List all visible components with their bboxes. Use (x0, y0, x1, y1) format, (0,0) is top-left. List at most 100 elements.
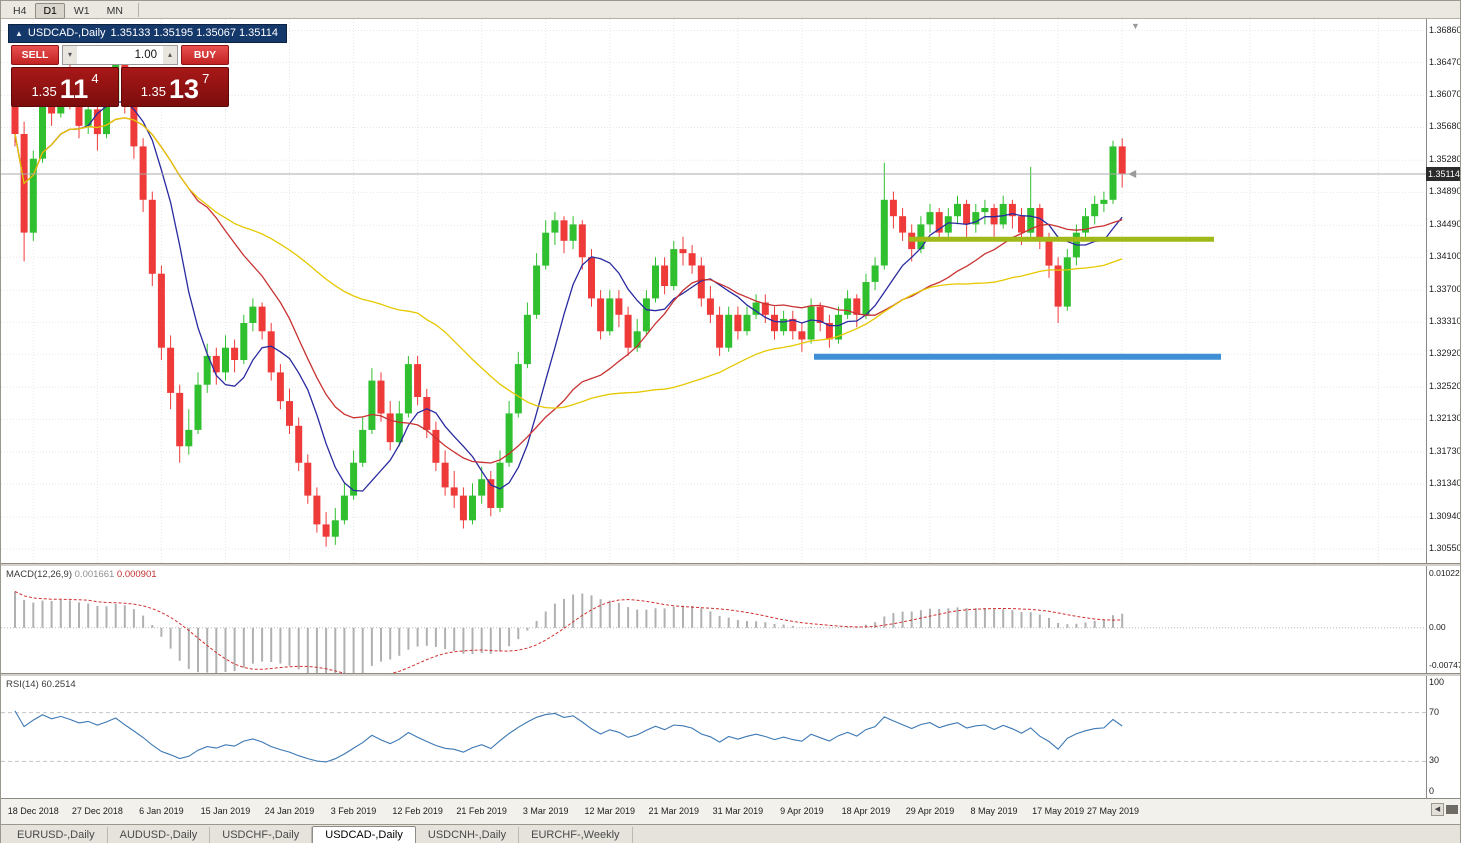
time-axis[interactable]: 18 Dec 2018 27 Dec 2018 6 Jan 2019 15 Jan 2… (1, 798, 1460, 824)
chart-title-bar[interactable]: ▲ USDCAD-,Daily 1.35133 1.35195 1.35067 … (8, 24, 287, 43)
volume-value[interactable]: 1.00 (134, 49, 157, 61)
price-axis-label: 1.33310 (1429, 316, 1460, 327)
macd-name: MACD(12,26,9) (6, 569, 72, 580)
macd-signal-value: 0.000901 (116, 569, 157, 580)
price-pointer-icon (1128, 170, 1137, 178)
date-label: 17 May 2019 (1032, 806, 1085, 816)
chart-ohlc-values: 1.35133 1.35195 1.35067 1.35114 (110, 27, 278, 39)
date-label: 27 Dec 2018 (71, 806, 123, 816)
date-label: 9 Apr 2019 (780, 806, 824, 816)
price-axis-label: 1.36070 (1429, 89, 1460, 100)
tab-usdcnh-daily[interactable]: USDCNH-,Daily (416, 827, 520, 843)
sell-price-point: 4 (91, 71, 99, 86)
macd-panel: 0.01022 0.00 -0.00747 MACD(12,26,9) 0.0016… (1, 566, 1460, 673)
price-axis-label: 1.31340 (1429, 478, 1460, 489)
price-axis-label: 1.32920 (1429, 348, 1460, 359)
date-label: 6 Jan 2019 (139, 806, 184, 816)
date-label: 3 Mar 2019 (522, 806, 569, 816)
sell-price-pips: 11 (59, 74, 89, 105)
date-label: 8 May 2019 (970, 806, 1018, 816)
price-axis[interactable]: 1.35114 1.36860 1.36470 1.36070 1.35680 1.35… (1426, 19, 1460, 563)
macd-axis-label: 0.01022 (1429, 568, 1460, 578)
toolbar-separator (137, 2, 139, 17)
one-click-trading-panel: SELL ▾ 1.00 ▴ BUY 1.35 11 4 1.35 13 7 (11, 45, 229, 107)
buy-price-quote[interactable]: 1.35 13 7 (121, 67, 229, 107)
collapse-icon[interactable]: ▲ (15, 28, 23, 38)
period-toolbar: H4 D1 W1 MN (1, 1, 1460, 19)
rsi-axis-label: 100 (1429, 677, 1445, 687)
price-axis-label: 1.36470 (1429, 56, 1460, 67)
tab-eurusd-daily[interactable]: EURUSD-,Daily (5, 827, 108, 843)
date-label: 18 Dec 2018 (7, 806, 59, 816)
date-label: 31 Mar 2019 (712, 806, 764, 816)
price-axis-label: 1.34100 (1429, 251, 1460, 262)
chart-shift-marker-icon: ▼ (1131, 21, 1140, 31)
rsi-panel: 100 70 30 0 RSI(14) 60.2514 (1, 676, 1460, 798)
date-label: 21 Mar 2019 (648, 806, 700, 816)
volume-spinner[interactable]: ▾ 1.00 ▴ (62, 45, 178, 65)
main-chart-panel: 1.35114 1.36860 1.36470 1.36070 1.35680 1.35… (1, 19, 1460, 563)
rsi-axis-label: 30 (1429, 755, 1440, 766)
price-axis-label: 1.30550 (1429, 543, 1460, 554)
price-axis-label: 1.30940 (1429, 510, 1460, 521)
price-axis-label: 1.33700 (1429, 284, 1460, 295)
rsi-label: RSI(14) 60.2514 (6, 679, 76, 690)
main-chart-plot[interactable] (1, 19, 1428, 563)
macd-value: 0.001661 (74, 569, 115, 580)
macd-plot[interactable] (1, 566, 1428, 673)
tab-usdcad-daily[interactable]: USDCAD-,Daily (312, 826, 416, 843)
volume-increase-icon[interactable]: ▴ (163, 46, 177, 64)
tab-usdchf-daily[interactable]: USDCHF-,Daily (210, 827, 313, 843)
price-axis-label: 1.31730 (1429, 446, 1460, 457)
rsi-axis-label: 70 (1429, 706, 1440, 717)
buy-price-point: 7 (202, 71, 210, 86)
current-price-label: 1.35114 (1426, 166, 1460, 181)
period-d1[interactable]: D1 (35, 2, 65, 19)
price-axis-label: 1.32130 (1429, 413, 1460, 424)
period-h4[interactable]: H4 (13, 4, 27, 17)
scrollbar-thumb[interactable] (1446, 805, 1458, 814)
rsi-axis[interactable]: 100 70 30 0 (1426, 676, 1460, 798)
panel-splitter[interactable] (1, 563, 1460, 566)
macd-axis-label: 0.00 (1429, 621, 1446, 632)
price-axis-label: 1.34890 (1429, 186, 1460, 197)
volume-decrease-icon[interactable]: ▾ (63, 46, 77, 64)
date-label: 27 May 2019 (1086, 806, 1140, 816)
macd-axis[interactable]: 0.01022 0.00 -0.00747 (1426, 566, 1460, 673)
price-axis-label: 1.35280 (1429, 154, 1460, 165)
date-label: 18 Apr 2019 (841, 806, 891, 816)
chart-symbol-label: USDCAD-,Daily (27, 27, 106, 39)
rsi-name: RSI(14) (6, 679, 39, 690)
date-label: 21 Feb 2019 (456, 806, 507, 816)
price-axis-label: 1.35680 (1429, 121, 1460, 132)
scroll-left-icon[interactable]: ◀ (1431, 803, 1444, 816)
sell-price-big: 1.35 (31, 84, 57, 99)
buy-button[interactable]: BUY (181, 45, 229, 65)
macd-label: MACD(12,26,9) 0.001661 0.000901 (6, 569, 157, 580)
rsi-axis-label: 0 (1429, 786, 1435, 796)
rsi-plot[interactable] (1, 676, 1428, 798)
date-label: 12 Mar 2019 (584, 806, 636, 816)
price-axis-label: 1.36860 (1429, 24, 1460, 35)
period-w1[interactable]: W1 (73, 4, 90, 17)
horizontal-scrollbar[interactable]: ◀ (1431, 803, 1458, 816)
rsi-value: 60.2514 (41, 679, 76, 690)
sell-price-quote[interactable]: 1.35 11 4 (11, 67, 119, 107)
buy-price-pips: 13 (169, 74, 200, 105)
chart-tabbar: EURUSD-,Daily AUDUSD-,Daily USDCHF-,Daily U… (1, 824, 1460, 843)
date-label: 24 Jan 2019 (264, 806, 315, 816)
panel-splitter[interactable] (1, 673, 1460, 676)
date-label: 3 Feb 2019 (330, 806, 377, 816)
date-label: 12 Feb 2019 (392, 806, 443, 816)
sell-button[interactable]: SELL (11, 45, 59, 65)
buy-price-big: 1.35 (140, 84, 167, 99)
price-axis-label: 1.34490 (1429, 219, 1460, 230)
period-mn[interactable]: MN (106, 4, 123, 17)
tab-eurchf-weekly[interactable]: EURCHF-,Weekly (519, 827, 633, 843)
tab-audusd-daily[interactable]: AUDUSD-,Daily (108, 827, 211, 843)
date-label: 29 Apr 2019 (905, 806, 955, 816)
price-axis-label: 1.32520 (1429, 381, 1460, 392)
macd-axis-label: -0.00747 (1429, 660, 1460, 670)
date-label: 15 Jan 2019 (200, 806, 251, 816)
